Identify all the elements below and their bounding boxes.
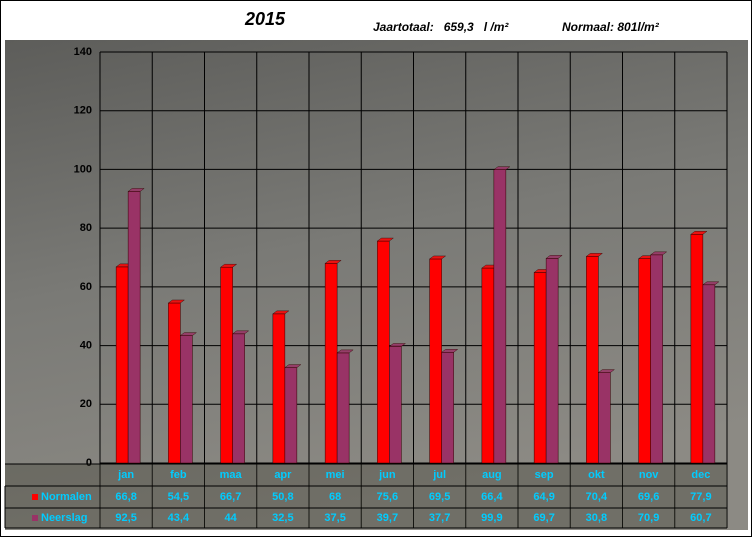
bar-top [702, 281, 720, 286]
bar-top [690, 231, 708, 235]
data-label: 69,5 [429, 491, 450, 503]
x-tick-label: sep [535, 469, 554, 481]
bar-top [388, 343, 407, 347]
data-label: 77,9 [690, 491, 711, 503]
legend-swatch [32, 494, 38, 500]
bar [272, 313, 286, 464]
bar-top [231, 330, 250, 335]
x-tick-label: jan [117, 469, 134, 481]
annotation: Normaal: 801l/m² [562, 20, 660, 34]
x-tick-label: jul [432, 469, 446, 481]
data-label: 69,6 [638, 491, 659, 503]
bar [481, 267, 495, 464]
bar-top [336, 349, 354, 354]
bar [702, 284, 716, 464]
bar-top [324, 260, 342, 264]
bar [127, 191, 141, 464]
data-label: 68 [329, 491, 341, 503]
y-tick-label: 140 [74, 46, 92, 58]
x-tick-label: apr [274, 469, 292, 481]
data-label: 66,8 [115, 491, 136, 503]
bar [168, 302, 181, 464]
y-tick-label: 60 [80, 281, 92, 293]
bar [284, 367, 298, 464]
table-background [5, 464, 727, 528]
bar [429, 258, 442, 464]
bar-top [284, 364, 302, 368]
bar-top [127, 188, 145, 192]
y-tick-label: 20 [80, 398, 92, 410]
bar-top [167, 299, 186, 304]
data-label: 37,5 [324, 512, 345, 524]
data-label: 54,5 [168, 491, 189, 503]
y-tick-label: 0 [86, 457, 92, 469]
data-label: 99,9 [481, 512, 502, 524]
bar-top [585, 253, 604, 257]
data-label: 44 [225, 512, 238, 524]
bar-top [597, 369, 616, 373]
bar [638, 258, 651, 464]
bar [533, 272, 547, 464]
data-label: 70,4 [586, 491, 608, 503]
legend-label: Neerslag [41, 512, 87, 524]
data-label: 50,8 [272, 491, 293, 503]
data-label: 75,6 [377, 491, 398, 503]
bar [389, 346, 402, 464]
bar-top [493, 166, 511, 170]
bar-top [179, 332, 198, 336]
bar-top [545, 255, 563, 259]
data-label: 32,5 [272, 512, 293, 524]
bar [650, 254, 663, 464]
legend-swatch [32, 515, 38, 521]
bar [232, 333, 245, 464]
data-label: 30,8 [586, 512, 607, 524]
bar-top [440, 349, 459, 353]
x-tick-label: dec [691, 469, 710, 481]
bar [377, 240, 390, 464]
data-label: 60,7 [690, 512, 711, 524]
legend-label: Normalen [41, 491, 92, 503]
bar-top [272, 310, 290, 315]
x-tick-label: aug [482, 469, 502, 481]
data-label: 64,9 [533, 491, 554, 503]
x-tick-label: nov [639, 469, 659, 481]
data-label: 69,7 [533, 512, 554, 524]
y-tick-label: 80 [80, 222, 92, 234]
chart-title: 2015 [244, 9, 286, 29]
x-tick-label: jun [378, 469, 396, 481]
bar [220, 266, 233, 464]
bar [324, 263, 338, 464]
data-label: 43,4 [168, 512, 190, 524]
x-tick-label: okt [588, 469, 605, 481]
bar-top [649, 251, 668, 256]
bar [115, 266, 129, 464]
bar [586, 256, 599, 464]
data-label: 39,7 [377, 512, 398, 524]
y-tick-label: 100 [74, 163, 92, 175]
x-tick-label: maa [220, 469, 243, 481]
y-tick-label: 120 [74, 105, 92, 117]
bar-top [219, 263, 238, 268]
data-label: 37,7 [429, 512, 450, 524]
bar [336, 352, 350, 464]
subtitle: Jaartotaal: 659,3 l /m² [373, 20, 509, 34]
data-label: 70,9 [638, 512, 659, 524]
bar [180, 335, 193, 464]
data-label: 66,4 [481, 491, 503, 503]
bar [598, 372, 611, 464]
bar [690, 234, 704, 464]
data-label: 92,5 [115, 512, 136, 524]
y-tick-label: 40 [80, 339, 92, 351]
data-label: 66,7 [220, 491, 241, 503]
x-tick-label: feb [170, 469, 187, 481]
bar-top [428, 255, 447, 260]
bar [545, 258, 559, 464]
bar [441, 352, 454, 464]
bar [493, 169, 507, 464]
bar-top [376, 237, 395, 242]
x-tick-label: mei [326, 469, 345, 481]
